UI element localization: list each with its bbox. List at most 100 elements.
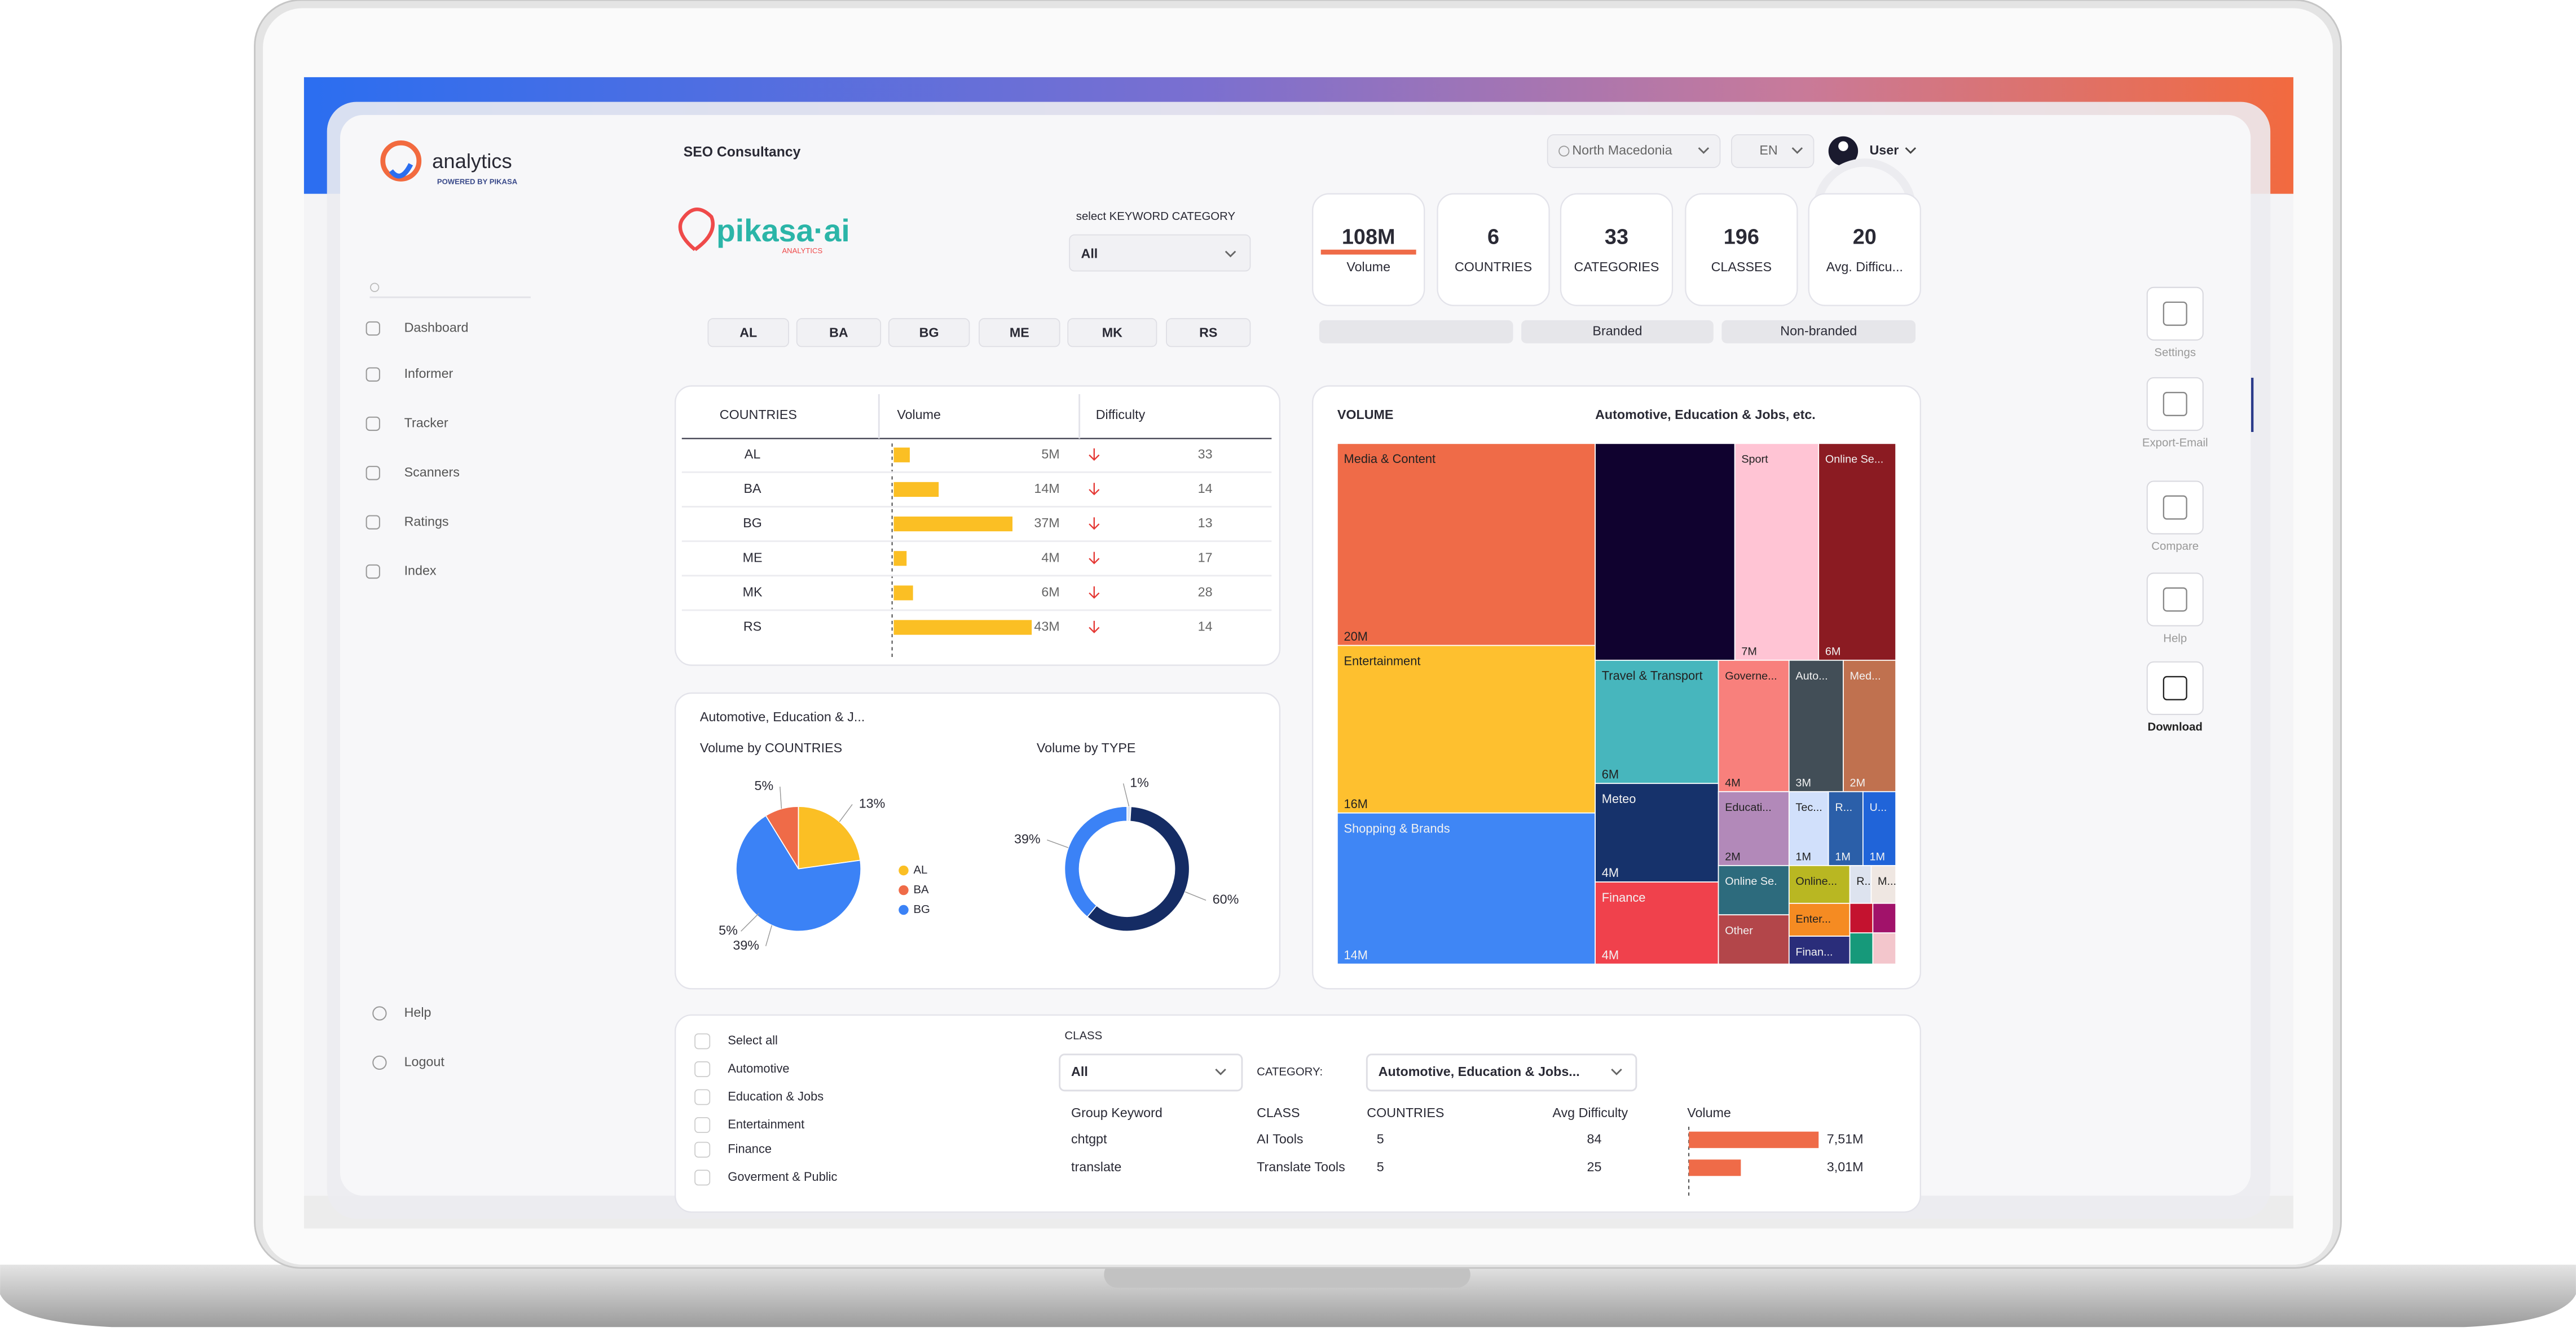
- trend-arrow: [1089, 517, 1100, 530]
- tool-button[interactable]: [2146, 572, 2204, 627]
- checkbox-label[interactable]: Education & Jobs: [728, 1089, 824, 1103]
- class-select[interactable]: [1059, 1053, 1243, 1092]
- treemap-cell: [1595, 659, 1719, 784]
- volume-bar: [893, 516, 1013, 532]
- checkbox[interactable]: [694, 1033, 711, 1049]
- category-select[interactable]: [1366, 1053, 1637, 1092]
- treemap-cell: [1718, 791, 1790, 866]
- search-icon[interactable]: [370, 283, 380, 292]
- nav-item[interactable]: Index: [404, 563, 437, 578]
- tool-label[interactable]: Compare: [2151, 540, 2199, 553]
- nav-icon[interactable]: [366, 466, 380, 480]
- country-tab-label[interactable]: ME: [1010, 325, 1029, 339]
- country-tab-label[interactable]: BG: [919, 325, 939, 339]
- language: EN: [1759, 143, 1777, 157]
- checkbox[interactable]: [694, 1117, 711, 1133]
- nav-icon[interactable]: [366, 416, 380, 431]
- app-logo-mark: [389, 163, 413, 179]
- treemap-label: Online...: [1795, 875, 1837, 888]
- brand-pin: [678, 208, 715, 252]
- treemap-value: 14M: [1344, 948, 1368, 962]
- country-tab-label[interactable]: MK: [1102, 325, 1122, 339]
- tool-label[interactable]: Settings: [2154, 347, 2196, 359]
- country-tab[interactable]: [1067, 318, 1157, 347]
- difficulty: 14: [1198, 619, 1213, 634]
- leader-line: [780, 786, 782, 809]
- country-tab[interactable]: [707, 318, 789, 347]
- treemap-value: 16M: [1344, 797, 1368, 811]
- checkbox[interactable]: [694, 1170, 711, 1186]
- treemap-label: Auto...: [1795, 670, 1828, 682]
- checkbox-label[interactable]: Automotive: [728, 1061, 789, 1075]
- trend-arrow: [1089, 483, 1100, 496]
- user-name[interactable]: User: [1870, 143, 1899, 157]
- type-tab[interactable]: [1721, 320, 1916, 343]
- language-select[interactable]: [1730, 134, 1815, 168]
- kpi-card: [1560, 193, 1674, 306]
- checkbox-label[interactable]: Finance: [728, 1141, 772, 1155]
- tool-label[interactable]: Download: [2148, 721, 2203, 734]
- nav-item[interactable]: Ratings: [404, 514, 449, 528]
- treemap-label: Tec...: [1795, 801, 1822, 814]
- treemap-title: VOLUME: [1337, 407, 1394, 422]
- treemap-value: 1M: [1870, 851, 1886, 863]
- tool-label[interactable]: Help: [2163, 632, 2187, 645]
- type-tab-label[interactable]: Non-branded: [1780, 323, 1857, 338]
- country-tab[interactable]: [796, 318, 882, 347]
- nav-item[interactable]: Scanners: [404, 465, 460, 479]
- treemap-label: Meteo: [1602, 792, 1636, 806]
- nav-icon[interactable]: [366, 321, 380, 336]
- checkbox[interactable]: [694, 1061, 711, 1077]
- difficulty: 14: [1198, 481, 1213, 496]
- legend-swatch: [899, 865, 909, 876]
- checkbox[interactable]: [694, 1089, 711, 1105]
- checkbox[interactable]: [694, 1141, 711, 1158]
- tool-label[interactable]: Export-Email: [2142, 437, 2208, 449]
- difficulty: 84: [1587, 1131, 1602, 1146]
- checkbox-label[interactable]: Goverment & Public: [728, 1170, 837, 1184]
- nav-icon[interactable]: [366, 515, 380, 530]
- trend-arrow: [1089, 448, 1100, 461]
- region-select[interactable]: [1547, 134, 1721, 168]
- nav-item[interactable]: Informer: [404, 366, 453, 381]
- nav-icon[interactable]: [372, 1006, 387, 1021]
- type-tab-all[interactable]: [1319, 320, 1513, 343]
- type-tab-label[interactable]: Branded: [1592, 323, 1642, 338]
- tool-button[interactable]: [2146, 377, 2204, 431]
- region: North Macedonia: [1572, 143, 1672, 157]
- kpi-value: 6: [1487, 225, 1499, 249]
- checkbox-label[interactable]: Select all: [728, 1033, 778, 1047]
- country-tab[interactable]: [1166, 318, 1251, 347]
- nav-icon[interactable]: [366, 564, 380, 579]
- kpi-label: Volume: [1346, 259, 1390, 274]
- country-tab[interactable]: [888, 318, 970, 347]
- brand-name: pikasa·ai: [716, 213, 850, 248]
- tool-button[interactable]: [2146, 286, 2204, 341]
- country: ME: [743, 550, 763, 564]
- class: Translate Tools: [1257, 1159, 1345, 1174]
- trend-arrow: [1089, 586, 1100, 599]
- treemap-value: 6M: [1825, 645, 1841, 658]
- leader-line: [1184, 891, 1206, 901]
- nav-item[interactable]: Help: [404, 1005, 431, 1020]
- treemap-value: 4M: [1725, 777, 1741, 789]
- treemap-value: 2M: [1725, 851, 1741, 863]
- nav-icon[interactable]: [366, 367, 380, 382]
- country-tab-label[interactable]: RS: [1199, 325, 1217, 339]
- nav-icon[interactable]: [372, 1055, 387, 1070]
- nav-item[interactable]: Dashboard: [404, 320, 469, 335]
- country: MK: [743, 585, 763, 599]
- country-tab-label[interactable]: BA: [829, 325, 848, 339]
- checkbox-label[interactable]: Entertainment: [728, 1117, 804, 1131]
- type-tab[interactable]: [1521, 320, 1714, 343]
- nav-item[interactable]: Tracker: [404, 416, 448, 430]
- country-tab-label[interactable]: AL: [739, 325, 757, 339]
- tool-button[interactable]: [2146, 661, 2204, 715]
- nav-item[interactable]: Logout: [404, 1055, 445, 1069]
- country-tab[interactable]: [979, 318, 1060, 347]
- keyword-category-select[interactable]: [1069, 234, 1251, 272]
- category-label: CATEGORY:: [1257, 1066, 1323, 1078]
- kpi-underline: [1320, 249, 1416, 255]
- tool-button[interactable]: [2146, 480, 2204, 535]
- treemap-label: M...: [1878, 875, 1896, 888]
